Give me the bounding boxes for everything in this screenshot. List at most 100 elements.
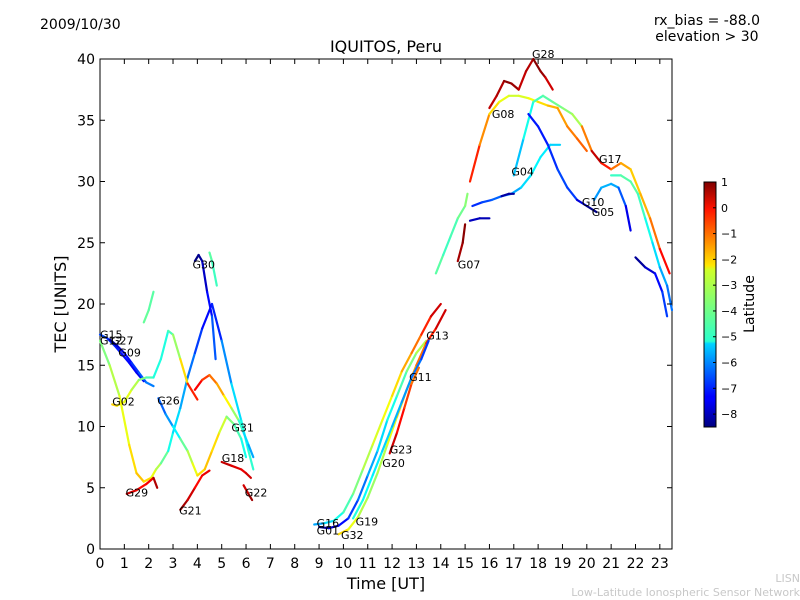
x-tick-label: 11 xyxy=(359,556,377,572)
series-segment xyxy=(395,407,406,434)
series-g07 xyxy=(434,192,469,275)
series-segment xyxy=(512,137,525,177)
series-segment xyxy=(517,94,530,100)
series-segment xyxy=(193,474,204,489)
series-segment xyxy=(644,266,657,275)
series-segment xyxy=(186,351,196,379)
series-segment xyxy=(415,342,428,367)
series-segment xyxy=(115,344,126,355)
series-g10 xyxy=(527,112,598,214)
series-segment xyxy=(142,476,153,483)
series-segment xyxy=(658,247,671,275)
series-segment xyxy=(123,351,133,364)
series-segment xyxy=(371,419,384,446)
prn-label: G08 xyxy=(492,108,515,121)
series-segment xyxy=(366,472,379,499)
x-tick-label: 4 xyxy=(193,556,202,572)
series-segment xyxy=(498,94,510,104)
series-g20 xyxy=(609,174,674,312)
series-segment xyxy=(434,253,445,275)
series-g22 xyxy=(242,484,254,502)
series-segment xyxy=(600,182,613,189)
prn-label: G12 xyxy=(100,334,123,347)
series-segment xyxy=(619,162,632,171)
series-g21 xyxy=(179,469,211,511)
x-tick-label: 16 xyxy=(481,556,499,572)
y-tick-label: 40 xyxy=(77,52,95,68)
series-segment xyxy=(352,468,364,495)
series-segment xyxy=(98,339,111,367)
x-tick-label: 21 xyxy=(602,556,620,572)
x-tick-label: 19 xyxy=(554,556,572,572)
series-segment xyxy=(247,492,254,502)
prn-label: G04 xyxy=(511,165,534,178)
x-tick-label: 7 xyxy=(266,556,275,572)
series-segment xyxy=(150,468,158,479)
series-segment xyxy=(332,511,345,522)
series-segment xyxy=(201,469,211,477)
series-segment xyxy=(137,376,148,381)
series-segment xyxy=(196,468,206,477)
series-segment xyxy=(208,374,218,385)
series-segment xyxy=(519,174,532,189)
series-segment xyxy=(566,125,579,140)
series-segment xyxy=(108,338,119,347)
y-tick-label: 20 xyxy=(77,297,95,313)
y-tick-label: 5 xyxy=(86,481,95,497)
y-tick-label: 35 xyxy=(77,113,95,129)
series-g26 xyxy=(157,397,248,477)
series-g16 xyxy=(313,302,442,526)
prn-label: G16 xyxy=(317,517,340,530)
date-label: 2009/10/30 xyxy=(40,17,121,33)
x-tick-label: 3 xyxy=(169,556,178,572)
x-tick-label: 14 xyxy=(432,556,450,572)
prn-label: G26 xyxy=(157,394,180,407)
series-segment xyxy=(410,366,420,385)
colorbar-tick-label: −3 xyxy=(721,279,737,292)
series-segment xyxy=(242,484,250,495)
series-g27 xyxy=(108,338,155,388)
series-segment xyxy=(629,180,640,195)
prn-label: G31 xyxy=(231,421,254,434)
series-g15 xyxy=(98,333,145,383)
series-segment xyxy=(624,204,632,232)
series-segment xyxy=(210,260,218,287)
x-tick-label: 5 xyxy=(217,556,226,572)
series-segment xyxy=(381,394,394,422)
x-tick-label: 23 xyxy=(651,556,669,572)
series-segment xyxy=(218,415,228,434)
x-tick-label: 20 xyxy=(578,556,596,572)
series-segment xyxy=(361,474,374,502)
x-tick-label: 18 xyxy=(529,556,547,572)
series-segment xyxy=(488,94,498,110)
series-segment xyxy=(661,290,669,318)
series-segment xyxy=(386,394,399,422)
colorbar-tick-label: 0 xyxy=(721,202,728,215)
series-segment xyxy=(634,256,647,269)
series-segment xyxy=(471,201,484,208)
series-segment xyxy=(186,486,196,502)
series-segment xyxy=(488,100,501,116)
series-segment xyxy=(381,425,394,453)
series-segment xyxy=(532,57,542,73)
x-tick-label: 15 xyxy=(456,556,474,572)
colorbar-tick-label: −2 xyxy=(721,253,737,266)
series-segment xyxy=(609,182,620,189)
series-segment xyxy=(220,460,233,467)
series-segment xyxy=(342,492,355,514)
series-segment xyxy=(541,94,554,104)
series-segment xyxy=(201,260,209,293)
series-segment xyxy=(400,376,413,404)
series-segment xyxy=(410,358,423,379)
series-segment xyxy=(215,382,226,397)
series-segment xyxy=(592,186,603,201)
series-segment xyxy=(123,388,133,404)
series-segment xyxy=(629,168,642,195)
series-segment xyxy=(590,149,603,165)
x-tick-label: 22 xyxy=(627,556,645,572)
series-layer xyxy=(98,57,674,536)
series-segment xyxy=(391,370,403,397)
series-segment xyxy=(152,476,159,489)
